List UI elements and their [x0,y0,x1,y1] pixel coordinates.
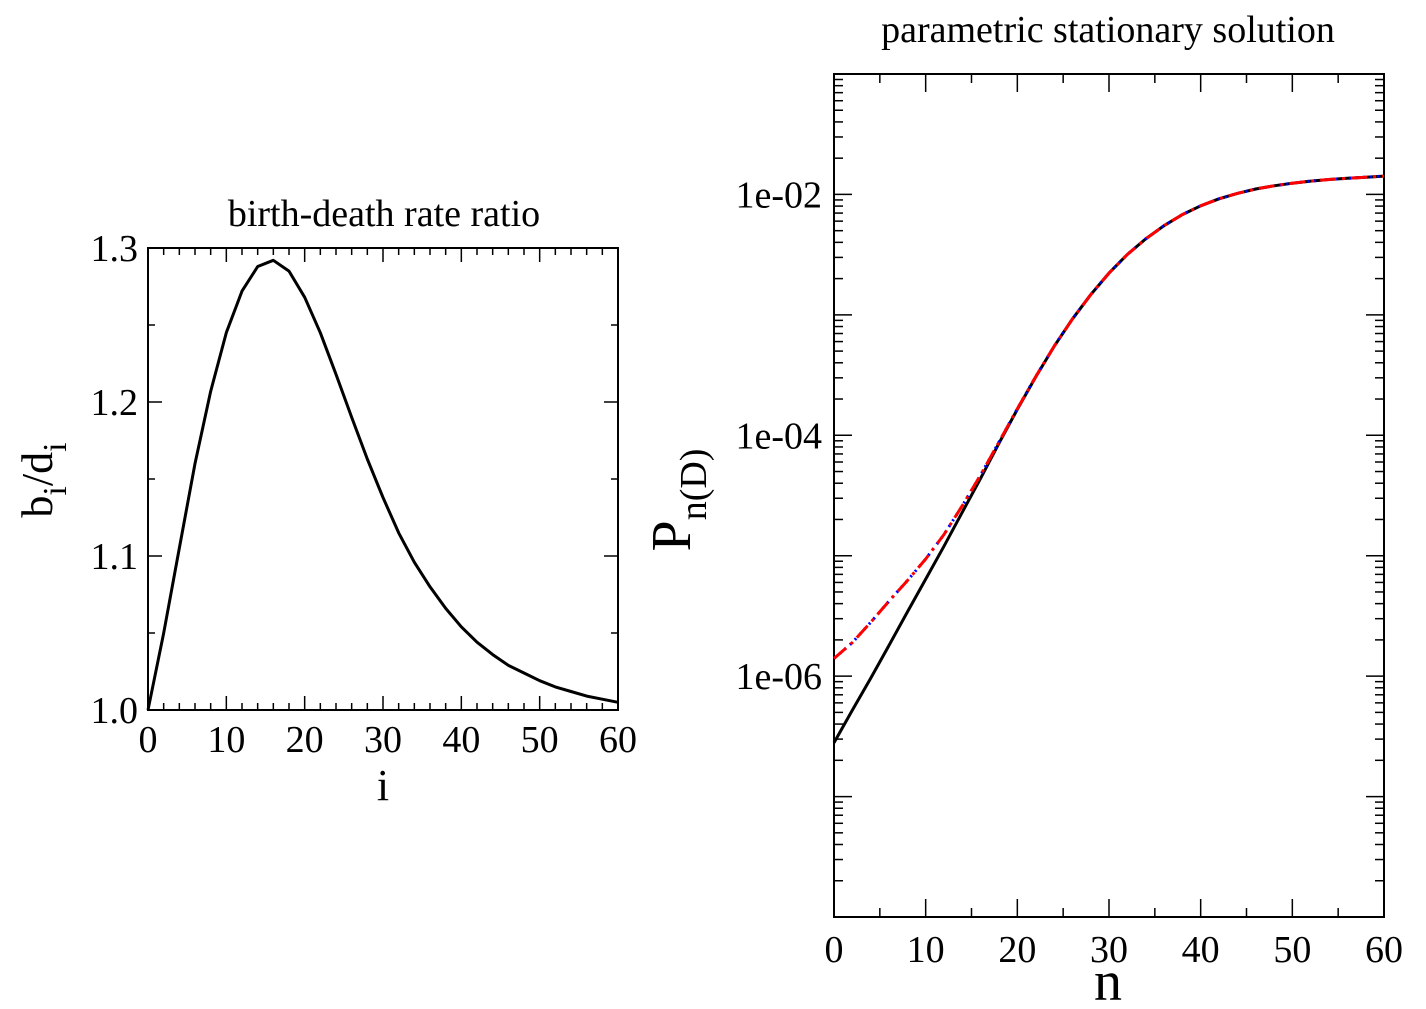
left-x-tick-label: 50 [521,719,559,761]
left-x-tick-label: 10 [207,719,245,761]
right-y-label-main: P [641,520,703,551]
right-x-tick-label: 10 [907,929,945,971]
left-x-axis-label: i [377,761,389,810]
right-ticks [833,74,1385,918]
right-y-tick-label: 1e-04 [735,415,822,457]
right-y-tick-label: 1e-02 [735,174,822,216]
right-x-tick-labels: 0 10 20 30 40 50 60 [825,929,1404,971]
right-chart-title: parametric stationary solution [881,9,1335,51]
left-x-tick-labels: 0 10 20 30 40 50 60 [139,719,638,761]
left-x-tick-label: 20 [286,719,324,761]
right-series [832,174,1385,744]
left-y-tick-label: 1.3 [91,228,139,270]
left-y-tick-labels: 1.0 1.1 1.2 1.3 [91,228,139,732]
right-x-tick-label: 0 [825,929,844,971]
right-y-tick-labels: 1e-06 1e-04 1e-02 [735,174,822,698]
right-x-tick-label: 20 [998,929,1036,971]
right-plot-frame [833,73,1385,918]
left-y-label-mid: /d [13,452,62,486]
right-series-line-2 [833,174,1385,660]
left-y-label-sub2: i [37,442,74,451]
left-plot-frame [147,247,619,711]
right-chart: parametric stationary solution 0 10 20 30 40… [641,9,1403,1009]
left-y-tick-label: 1.0 [91,690,139,732]
right-x-tick-label: 30 [1090,929,1128,971]
right-x-axis-label: n [1094,951,1122,1009]
left-x-tick-label: 0 [139,719,158,761]
left-x-tick-label: 40 [442,719,480,761]
right-y-tick-label: 1e-06 [735,656,822,698]
right-series-line-1 [832,174,1385,744]
right-x-tick-label: 60 [1365,929,1403,971]
left-x-tick-label: 60 [599,719,637,761]
left-chart-title: birth-death rate ratio [228,193,540,235]
left-y-tick-label: 1.1 [91,536,139,578]
left-y-axis-label: bi/di [13,442,74,517]
left-series [146,258,619,711]
left-chart: birth-death rate ratio 0 10 20 30 40 50 60 1.0… [13,193,637,810]
right-y-axis-label: Pn(D) [641,449,715,552]
left-x-tick-label: 30 [364,719,402,761]
left-ticks [147,247,619,711]
right-x-tick-label: 40 [1182,929,1220,971]
right-y-label-sub: n(D) [673,449,715,521]
left-series-line [146,258,619,711]
left-y-label-main: b [13,496,62,518]
right-series-line-3 [833,174,1385,660]
right-x-tick-label: 50 [1273,929,1311,971]
left-y-label-sub1: i [37,486,74,495]
left-y-tick-label: 1.2 [91,382,139,424]
